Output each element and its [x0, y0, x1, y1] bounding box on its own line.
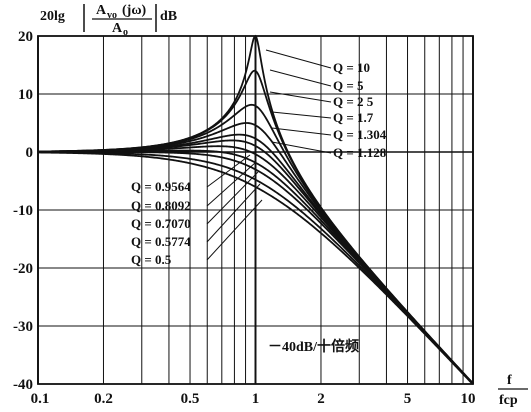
series-label: Q = 0.7070	[131, 216, 191, 231]
series-label: Q = 2 5	[333, 94, 374, 109]
y-tick-label: -10	[13, 203, 33, 219]
y-label-unit: dB	[160, 9, 177, 24]
series-line	[37, 151, 474, 385]
y-tick-label: -40	[13, 377, 33, 393]
x-tick-label: 0.1	[31, 391, 50, 407]
series-leader-line	[269, 69, 332, 87]
y-tick-label: 0	[26, 145, 34, 161]
series-label: Q = 1.7	[333, 110, 374, 125]
series-label: Q = 1.128	[333, 145, 387, 160]
x-label-denominator: fcp	[499, 393, 518, 408]
slope-annotation: －40dB/十倍频	[268, 338, 359, 355]
series-leader-line	[206, 162, 256, 207]
series-leader-line	[271, 111, 332, 119]
x-tick-label: 1	[252, 391, 260, 407]
series-label: Q = 5	[333, 78, 364, 93]
series-labels: Q = 10 Q = 5Q = 2 5Q = 1.7 Q = 1.304 Q = 1.…	[131, 60, 387, 267]
x-tick-label: 2	[317, 391, 325, 407]
y-label-numerator: A	[96, 3, 107, 18]
series-leader-line	[206, 171, 259, 225]
x-tick-label: 5	[404, 391, 412, 407]
y-tick-label: 10	[18, 87, 33, 103]
y-label-numerator-arg: (jω)	[122, 3, 147, 18]
grid-layer	[37, 35, 474, 385]
series-leader-line	[265, 49, 332, 69]
series-label: Q = 1.304	[333, 127, 387, 142]
series-label: Q = 0.8092	[131, 198, 191, 213]
tick-labels: 20 10 0 -10 -20 -30 -400.1 0.2 0.5 1 2 5 10	[13, 29, 476, 407]
y-tick-label: 20	[18, 29, 33, 45]
x-label-numerator: f	[507, 373, 512, 388]
series-leader-line	[206, 154, 251, 188]
series-label: Q = 0.5774	[131, 234, 191, 249]
series-leader-line	[206, 183, 261, 243]
y-tick-label: -30	[13, 319, 33, 335]
y-label-denominator: A	[112, 21, 123, 36]
y-axis-label: 20lg A vo (jω) A o dB	[40, 3, 177, 38]
curve-layer	[37, 34, 474, 385]
y-tick-label: -20	[13, 261, 33, 277]
series-leader-line	[269, 91, 332, 103]
series-leader-line	[271, 141, 332, 154]
x-tick-label: 0.5	[181, 391, 200, 407]
leader-layer	[206, 49, 332, 261]
series-leader-line	[206, 199, 263, 261]
series-label: Q = 0.5	[131, 252, 172, 267]
x-tick-label: 10	[461, 391, 476, 407]
series-label: Q = 0.9564	[131, 179, 191, 194]
x-tick-label: 0.2	[94, 391, 113, 407]
y-label-numerator-sub: vo	[107, 10, 117, 21]
y-label-denominator-sub: o	[123, 27, 128, 38]
series-label: Q = 10	[333, 60, 370, 75]
x-axis-label: f fcp	[498, 373, 528, 408]
series-leader-line	[271, 127, 332, 136]
y-label-prefix: 20lg	[40, 9, 65, 24]
